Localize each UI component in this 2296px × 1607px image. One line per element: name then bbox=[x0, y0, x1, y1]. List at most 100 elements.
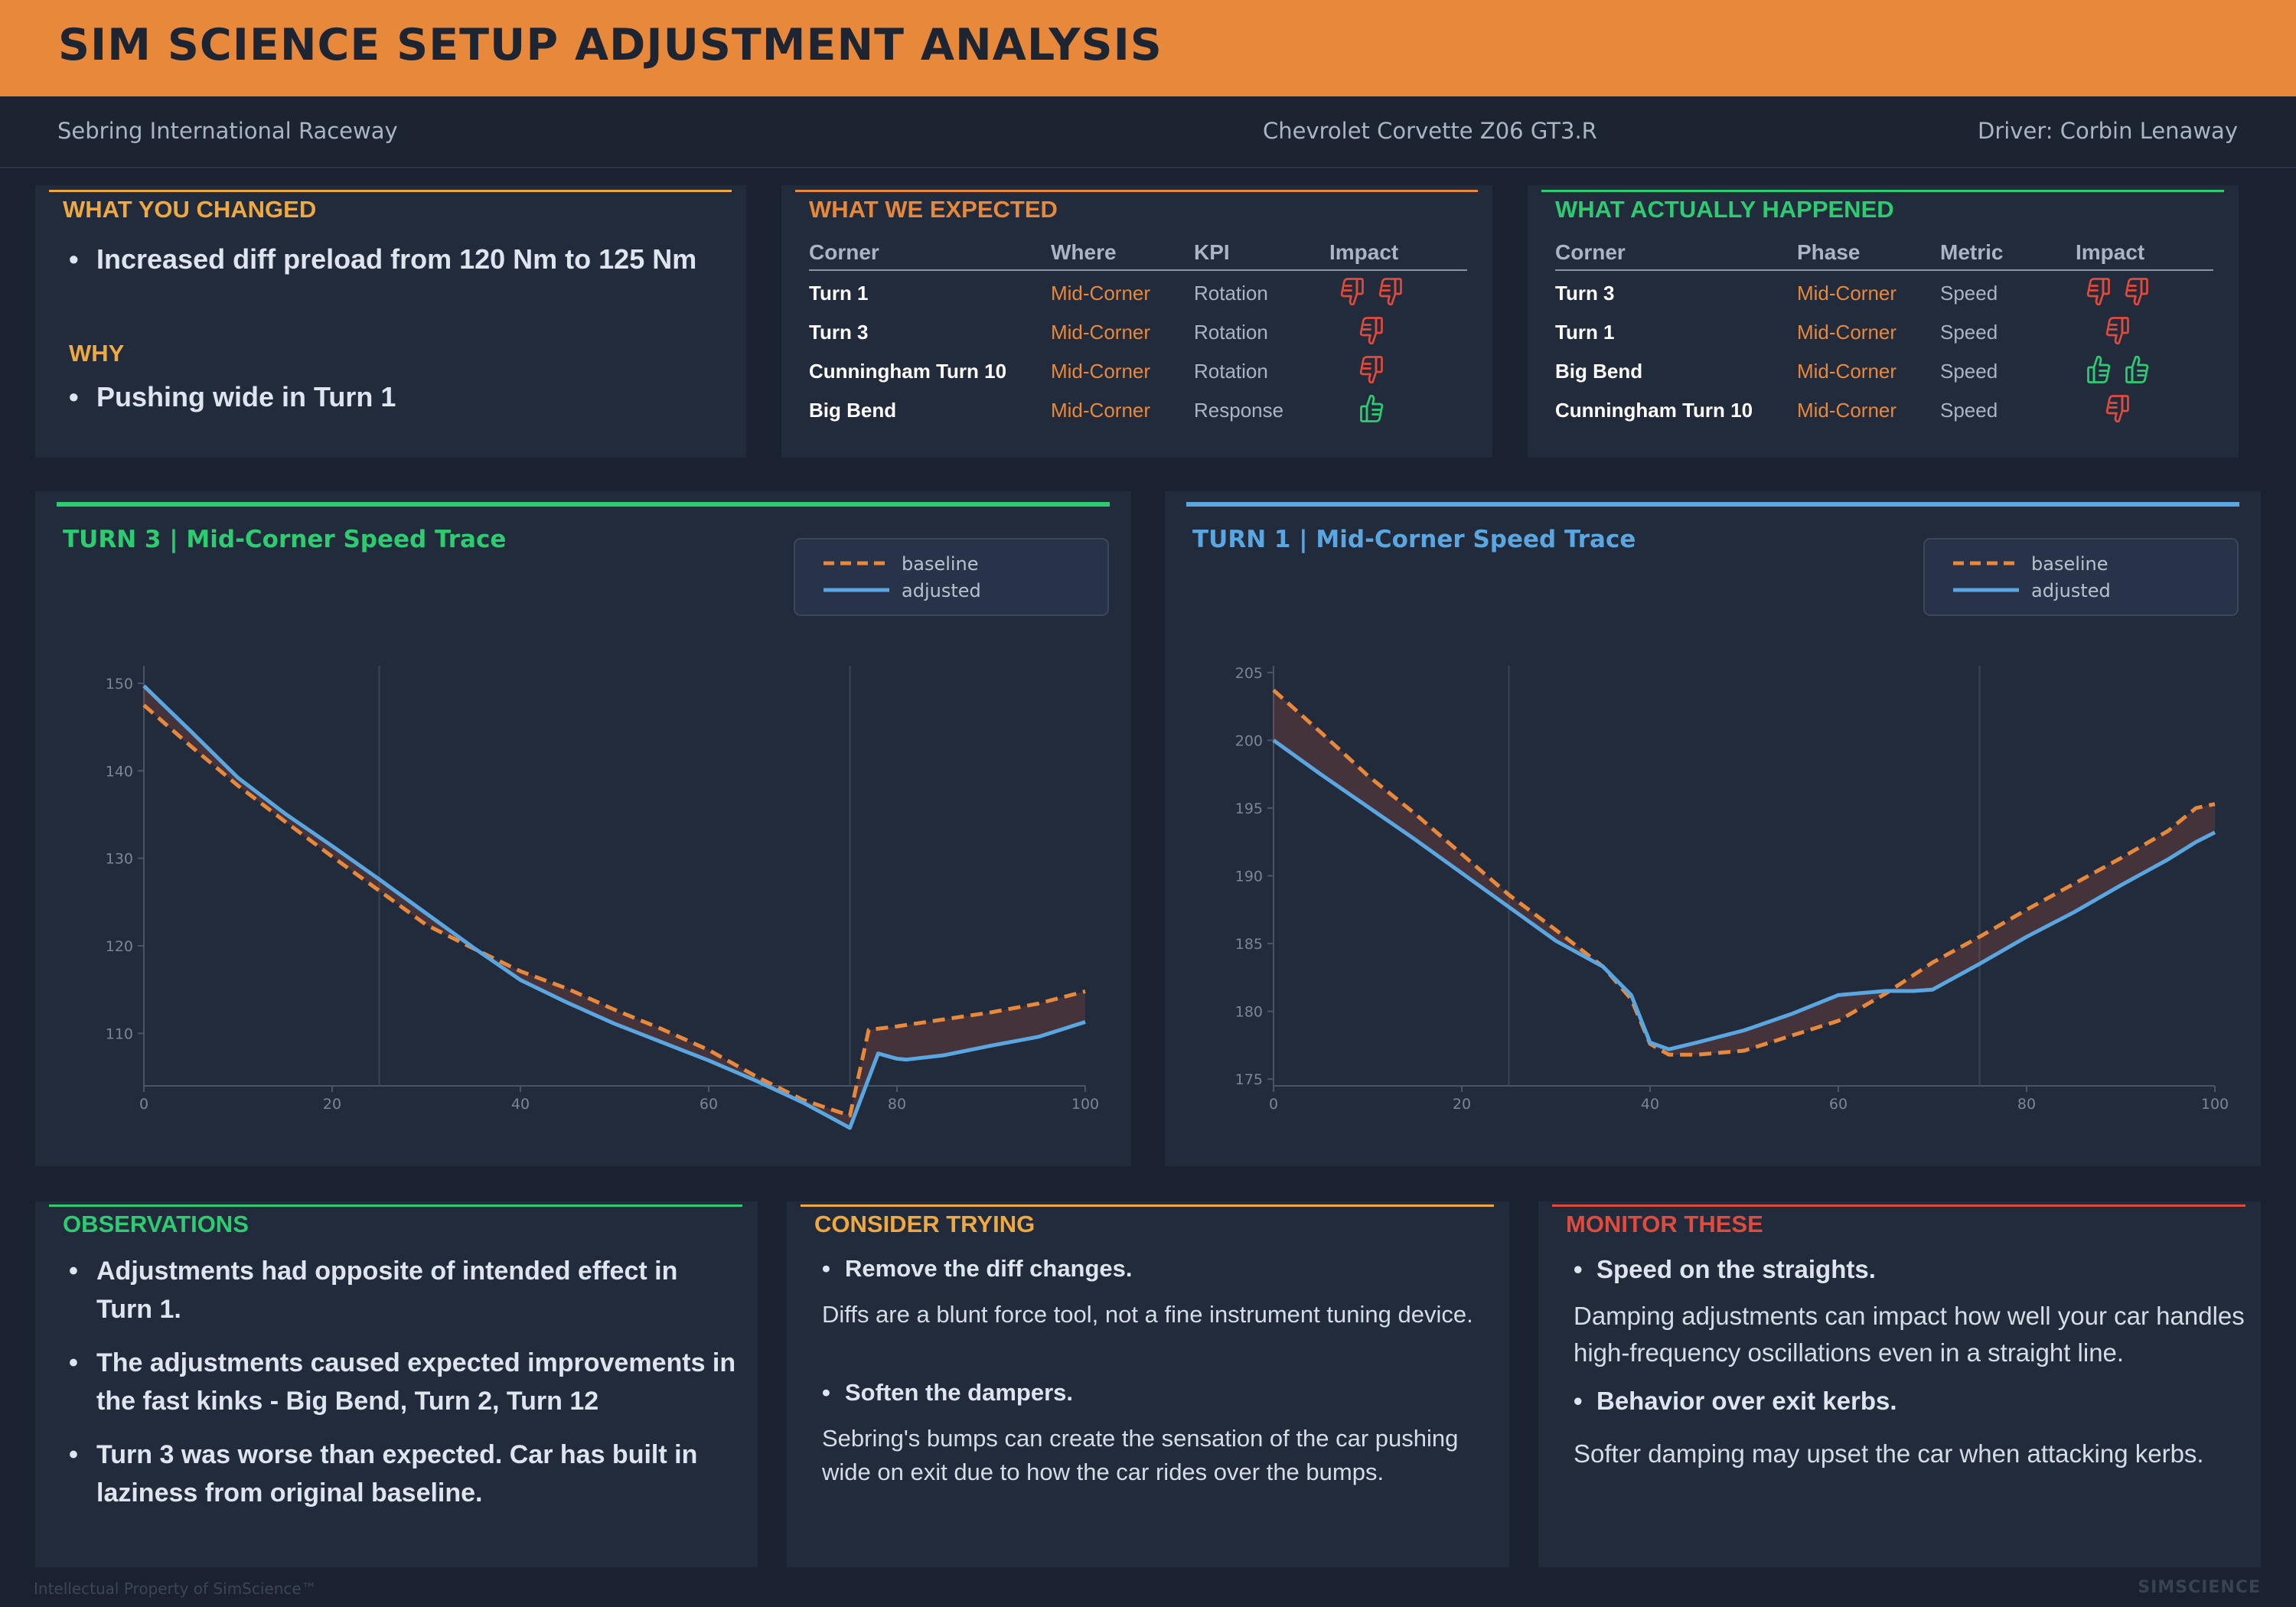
y-tick-label: 180 bbox=[1235, 1004, 1263, 1021]
consider-head: • Soften the dampers. bbox=[822, 1379, 1073, 1406]
monitor-panel: MONITOR THESE • Speed on the straights. D… bbox=[1538, 1201, 2261, 1567]
y-tick-label: 120 bbox=[106, 938, 133, 955]
page-title: SIM SCIENCE SETUP ADJUSTMENT ANALYSIS bbox=[58, 20, 1163, 70]
thumbs-down-icon bbox=[1359, 317, 1383, 345]
metric-cell: Rotation bbox=[1194, 360, 1268, 383]
turn3-chart-panel: TURN 3 | Mid-Corner Speed Trace baseline a… bbox=[35, 491, 1131, 1166]
y-tick-label: 175 bbox=[1235, 1071, 1263, 1088]
x-tick-label: 100 bbox=[2201, 1096, 2229, 1113]
consider-head: • Remove the diff changes. bbox=[822, 1255, 1133, 1282]
footer-brand: SIMSCIENCE bbox=[2138, 1578, 2261, 1597]
turn3-speed-chart: TURN 3 | Mid-Corner Speed Trace baseline a… bbox=[57, 502, 1110, 1130]
happened-table: Corner Phase Metric Impact Turn 3 Mid-Corner S… bbox=[1555, 240, 2213, 447]
expected-title: WHAT WE EXPECTED bbox=[809, 196, 1058, 223]
x-tick-label: 80 bbox=[888, 1096, 906, 1113]
corner-cell: Turn 1 bbox=[809, 282, 869, 305]
table-row: Turn 3 Mid-Corner Speed bbox=[1555, 278, 2213, 317]
series-adjusted bbox=[1272, 738, 2216, 1051]
phase-cell: Mid-Corner bbox=[1051, 282, 1151, 305]
header-bar: SIM SCIENCE SETUP ADJUSTMENT ANALYSIS bbox=[0, 0, 2296, 96]
phase-cell: Mid-Corner bbox=[1797, 399, 1897, 422]
thumbs-up-icon bbox=[1360, 394, 1384, 422]
turn1-speed-chart: TURN 1 | Mid-Corner Speed Trace baseline a… bbox=[1186, 502, 2239, 1113]
y-tick-label: 200 bbox=[1235, 732, 1263, 749]
thumbs-down-icon bbox=[2105, 395, 2129, 423]
metric-cell: Speed bbox=[1940, 399, 1998, 422]
legend-adjusted-label: adjusted bbox=[2031, 580, 2111, 601]
table-row: Cunningham Turn 10 Mid-Corner Rotation bbox=[809, 356, 1467, 395]
chart-title: TURN 1 | Mid-Corner Speed Trace bbox=[1192, 526, 1636, 553]
y-tick-label: 195 bbox=[1235, 800, 1263, 817]
corner-cell: Cunningham Turn 10 bbox=[1555, 399, 1753, 422]
y-tick-label: 150 bbox=[106, 676, 133, 693]
legend-adjusted-label: adjusted bbox=[902, 580, 981, 601]
observations-panel: OBSERVATIONS • Adjustments had opposite o… bbox=[35, 1201, 758, 1567]
phase-cell: Mid-Corner bbox=[1797, 282, 1897, 305]
x-tick-label: 0 bbox=[139, 1096, 148, 1113]
panel-accent-line bbox=[801, 1204, 1494, 1207]
table-header: Impact bbox=[1329, 240, 1399, 264]
table-header: Corner bbox=[1555, 240, 1626, 264]
table-row: Cunningham Turn 10 Mid-Corner Speed bbox=[1555, 395, 2213, 434]
thumbs-up-icon bbox=[2087, 355, 2111, 383]
metric-cell: Speed bbox=[1940, 321, 1998, 344]
series-baseline bbox=[142, 703, 1086, 1118]
chart-title: TURN 3 | Mid-Corner Speed Trace bbox=[63, 526, 506, 553]
panel-accent-line bbox=[1541, 190, 2224, 192]
x-tick-label: 20 bbox=[323, 1096, 341, 1113]
track-name: Sebring International Raceway bbox=[57, 118, 398, 144]
consider-body: Diffs are a blunt force tool, not a fine… bbox=[822, 1301, 1473, 1328]
turn1-chart-panel: TURN 1 | Mid-Corner Speed Trace baseline a… bbox=[1165, 491, 2261, 1166]
thumbs-down-icon bbox=[1340, 278, 1364, 306]
observation-item: • The adjustments caused expected improve… bbox=[69, 1348, 736, 1416]
corner-cell: Turn 1 bbox=[1555, 321, 1615, 344]
expected-table: Corner Where KPI Impact Turn 1 Mid-Corner Rota… bbox=[809, 240, 1467, 447]
x-tick-label: 20 bbox=[1453, 1096, 1471, 1113]
y-tick-label: 130 bbox=[106, 851, 133, 868]
metric-cell: Rotation bbox=[1194, 321, 1268, 344]
corner-cell: Big Bend bbox=[809, 399, 897, 422]
why-title: WHY bbox=[69, 340, 125, 367]
table-row: Big Bend Mid-Corner Speed bbox=[1555, 355, 2213, 395]
thumbs-down-icon bbox=[2105, 317, 2129, 345]
table-header-rule bbox=[1555, 269, 2213, 271]
metric-cell: Response bbox=[1194, 399, 1284, 422]
delta-fill bbox=[144, 686, 1085, 1128]
table-row: Turn 3 Mid-Corner Rotation bbox=[809, 317, 1467, 356]
y-tick-label: 185 bbox=[1235, 936, 1263, 953]
observation-item: • Adjustments had opposite of intended ef… bbox=[69, 1257, 678, 1324]
table-header: Impact bbox=[2076, 240, 2145, 264]
table-header: Phase bbox=[1797, 240, 1861, 264]
table-header: KPI bbox=[1194, 240, 1230, 264]
corner-cell: Cunningham Turn 10 bbox=[809, 360, 1007, 383]
y-tick-label: 205 bbox=[1235, 665, 1263, 682]
consider-panel: CONSIDER TRYING • Remove the diff changes… bbox=[787, 1201, 1509, 1567]
consider-title: CONSIDER TRYING bbox=[814, 1211, 1035, 1237]
y-tick-label: 190 bbox=[1235, 869, 1263, 885]
y-tick-label: 140 bbox=[106, 763, 133, 780]
corner-cell: Big Bend bbox=[1555, 360, 1643, 383]
monitor-head: • Speed on the straights. bbox=[1574, 1255, 1876, 1283]
phase-cell: Mid-Corner bbox=[1797, 360, 1897, 383]
delta-fill bbox=[1274, 689, 2215, 1055]
changed-panel: WHAT YOU CHANGED • Increased diff preload… bbox=[35, 185, 746, 458]
happened-panel: WHAT ACTUALLY HAPPENED Corner Phase Metric… bbox=[1528, 185, 2239, 458]
corner-cell: Turn 3 bbox=[1555, 282, 1615, 305]
monitor-body: Softer damping may upset the car when at… bbox=[1574, 1439, 2204, 1468]
metric-cell: Rotation bbox=[1194, 282, 1268, 305]
consider-body: Sebring's bumps can create the sensation… bbox=[822, 1425, 1459, 1485]
thumbs-down-icon bbox=[2125, 278, 2148, 306]
x-tick-label: 0 bbox=[1269, 1096, 1278, 1113]
phase-cell: Mid-Corner bbox=[1051, 399, 1151, 422]
x-tick-label: 100 bbox=[1071, 1096, 1099, 1113]
phase-cell: Mid-Corner bbox=[1797, 321, 1897, 344]
thumbs-down-icon bbox=[2086, 278, 2110, 306]
x-tick-label: 80 bbox=[2017, 1096, 2036, 1113]
chart-legend: baseline adjusted bbox=[794, 538, 1109, 616]
legend-baseline-label: baseline bbox=[902, 553, 979, 575]
thumbs-down-icon bbox=[1359, 356, 1383, 384]
observations-title: OBSERVATIONS bbox=[63, 1211, 249, 1237]
chart-legend: baseline adjusted bbox=[1923, 538, 2239, 616]
legend-baseline-label: baseline bbox=[2031, 553, 2108, 575]
x-tick-label: 40 bbox=[1641, 1096, 1659, 1113]
